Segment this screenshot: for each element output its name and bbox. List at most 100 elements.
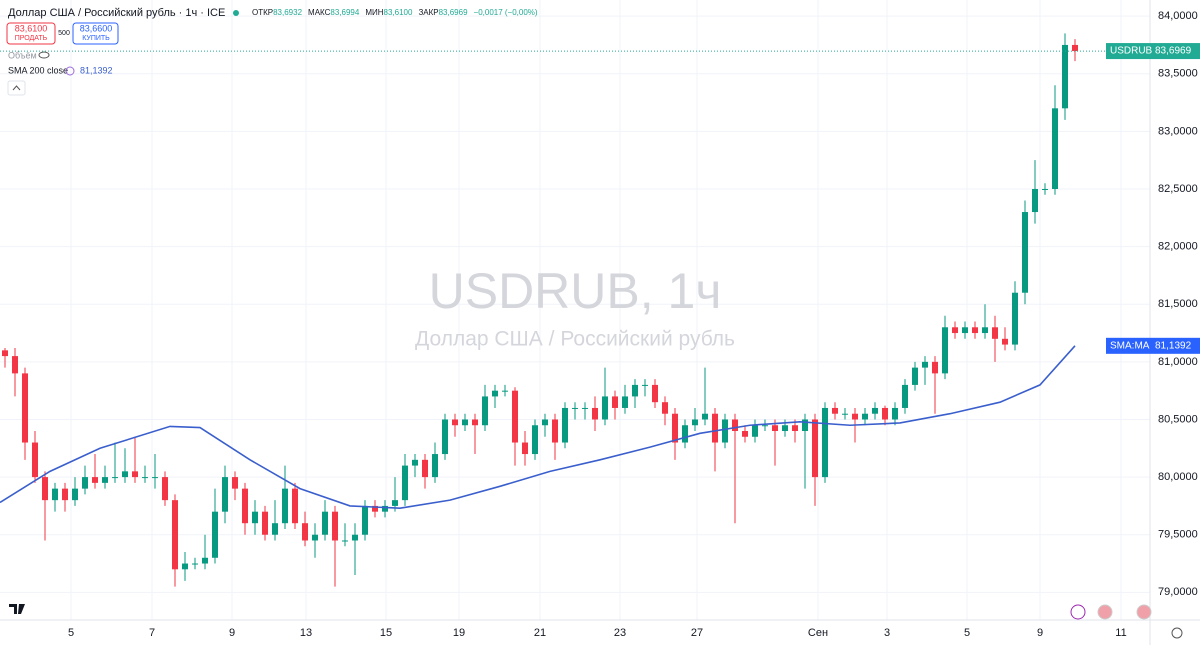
candle-body (1062, 44, 1068, 109)
x-tick-label: 11 (1115, 627, 1126, 639)
ohlc-change: −0,0017 (−0,00%) (474, 8, 538, 17)
logo (9, 604, 25, 614)
candle-body (452, 419, 458, 426)
sma-icon[interactable] (65, 66, 75, 76)
symbol-title: Доллар США / Российский рубль · 1ч · ICE (8, 7, 225, 19)
candle-body (252, 511, 258, 524)
candle-body (872, 407, 878, 414)
x-tick-label: 21 (534, 627, 546, 639)
candle-body (1002, 338, 1008, 345)
candle-body (842, 413, 848, 415)
volume-label[interactable]: Объём (8, 50, 37, 60)
candle-body (702, 413, 708, 420)
candle-body (182, 563, 188, 570)
x-tick-label: 9 (229, 627, 235, 639)
x-tick-label: 23 (614, 627, 626, 639)
y-tick-label: 84,0000 (1158, 10, 1198, 22)
candle-body (422, 459, 428, 478)
candle-body (382, 505, 388, 512)
ohlc-value: 83,6100 (384, 8, 413, 17)
candle-body (902, 384, 908, 408)
candle-body (982, 327, 988, 334)
sell-label: ПРОДАТЬ (15, 35, 48, 42)
candle-body (212, 511, 218, 558)
event-icon[interactable] (1070, 604, 1086, 620)
candle-body (572, 407, 578, 409)
candle-body (722, 419, 728, 443)
candle-body (762, 425, 768, 427)
y-tick-label: 81,0000 (1158, 356, 1198, 368)
eye-icon[interactable] (38, 51, 50, 59)
x-tick-label: 5 (964, 627, 970, 639)
x-tick-label: 7 (149, 627, 155, 639)
price-tag-name: USDRUB (1110, 46, 1153, 57)
candle-body (852, 413, 858, 420)
candle-body (542, 419, 548, 426)
settings-icon[interactable] (1171, 627, 1183, 639)
candle-body (2, 350, 8, 357)
buy-button[interactable] (72, 22, 119, 45)
candle-body (892, 407, 898, 420)
candle-body (222, 477, 228, 512)
candle-body (282, 488, 288, 524)
ohlc-key: ЗАКР (418, 8, 438, 17)
candle-body (412, 459, 418, 466)
buy-label: КУПИТЬ (82, 35, 110, 42)
candle-body (862, 413, 868, 420)
ohlc-key: МАКС (308, 8, 331, 17)
candle-body (672, 413, 678, 443)
sma-legend-value: 81,1392 (80, 65, 113, 75)
candle-body (1032, 188, 1038, 213)
ohlc-key: ОТКР (252, 8, 273, 17)
candle-body (832, 407, 838, 414)
flag-icon[interactable] (1097, 604, 1113, 620)
candle-body (682, 425, 688, 443)
candle-body (812, 419, 818, 478)
y-tick-label: 80,0000 (1158, 471, 1198, 483)
plot (0, 33, 1078, 587)
flag-icon[interactable] (1136, 604, 1152, 620)
sma-tag-value: 81,1392 (1155, 340, 1192, 351)
x-tick-label: 5 (68, 627, 74, 639)
grid (0, 0, 1150, 620)
candle-body (822, 407, 828, 478)
candle-body (532, 425, 538, 455)
candle-body (362, 505, 368, 535)
candle-body (242, 488, 248, 524)
candle-body (692, 419, 698, 426)
sma-tag (1106, 337, 1200, 354)
candle-body (622, 396, 628, 408)
candle-body (192, 563, 198, 565)
spread: 500 (58, 30, 70, 37)
candle-body (12, 356, 18, 374)
candle-body (1052, 108, 1058, 189)
x-tick-label: 13 (300, 627, 312, 639)
candle-body (292, 488, 298, 524)
ohlc-value: 83,6994 (330, 8, 359, 17)
candle-body (132, 471, 138, 478)
candle-body (1072, 44, 1078, 52)
candle-body (562, 407, 568, 443)
x-tick-label: Сен (808, 627, 828, 639)
candle-body (302, 523, 308, 541)
candle-body (612, 396, 618, 408)
x-tick-label: 27 (691, 627, 703, 639)
candle-body (992, 327, 998, 339)
y-tick-label: 82,0000 (1158, 241, 1198, 253)
sell-button[interactable] (6, 22, 56, 45)
y-tick-label: 81,5000 (1158, 298, 1198, 310)
collapse-button[interactable] (7, 80, 26, 96)
candle-body (272, 523, 278, 535)
y-tick-label: 80,5000 (1158, 413, 1198, 425)
watermark: USDRUB, 1ч (429, 263, 722, 319)
candle-body (82, 477, 88, 489)
candle-body (742, 431, 748, 437)
candle-body (342, 540, 348, 542)
status-dot (233, 10, 239, 16)
candle-body (552, 419, 558, 443)
candle-body (772, 425, 778, 432)
chevron (12, 85, 21, 91)
candle-body (312, 534, 318, 541)
candle-body (62, 488, 68, 501)
